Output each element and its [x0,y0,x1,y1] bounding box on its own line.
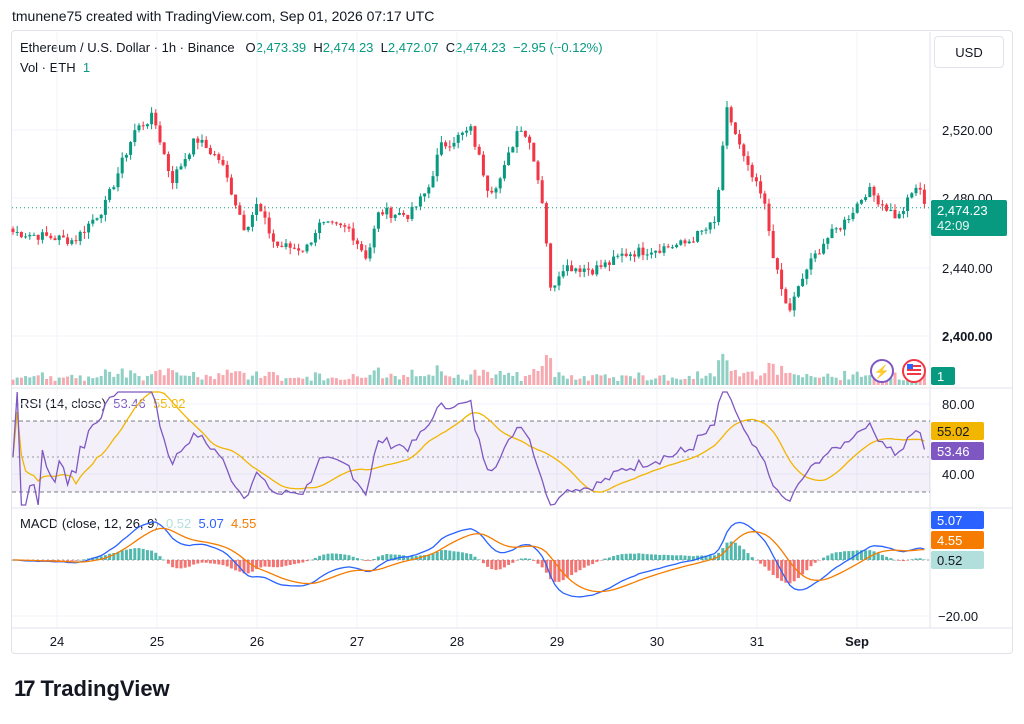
symbol-name[interactable]: Ethereum / U.S. Dollar · 1h · Binance [20,40,235,55]
change-value: −2.95 (−0.12%) [512,40,603,55]
rsi-legend: RSI (14, close) 53.46 55.02 [20,396,186,411]
chart-attribution: tmunene75 created with TradingView.com, … [12,8,435,24]
low-label: L [380,40,388,55]
bar-countdown: 42:09 [937,218,970,233]
high-label: H [313,40,323,55]
macd-value: 5.07 [198,516,224,531]
rsi-ma-tag: 55.02 [931,422,984,440]
tradingview-logo[interactable]: 17 TradingView [14,676,170,702]
last-price-value: 2,474.23 [937,203,988,218]
volume-tag: 1 [931,367,955,385]
volume-value: 1 [82,60,91,75]
macd-signal-tag: 4.55 [931,531,984,549]
rsi-label[interactable]: RSI (14, close) [20,396,106,411]
rsi-value: 53.46 [113,396,146,411]
tradingview-wordmark: TradingView [40,676,170,701]
macd-hist-value: 0.52 [165,516,192,531]
close-value: 2,474.23 [455,40,506,55]
rsi-tag: 53.46 [931,442,984,460]
volume-label[interactable]: Vol · ETH [20,60,76,75]
volume-legend: Vol · ETH 1 [20,60,90,75]
close-label: C [445,40,456,55]
low-value: 2,472.07 [387,40,439,55]
rsi-ma-value: 55.02 [153,396,186,411]
macd-legend: MACD (close, 12, 26, 9) 0.52 5.07 4.55 [20,516,256,531]
currency-button[interactable]: USD [934,36,1004,68]
macd-hist-tag: 0.52 [931,551,984,569]
chart-frame [11,30,1013,654]
open-label: O [245,40,256,55]
last-price-tag: 2,474.23 42:09 [931,200,1007,236]
macd-signal-value: 4.55 [231,516,257,531]
tradingview-mark-icon: 17 [14,676,36,701]
macd-tag: 5.07 [931,511,984,529]
open-value: 2,473.39 [255,40,307,55]
high-value: 2,474.23 [322,40,374,55]
macd-label[interactable]: MACD (close, 12, 26, 9) [20,516,159,531]
symbol-legend: Ethereum / U.S. Dollar · 1h · Binance O2… [20,40,603,55]
